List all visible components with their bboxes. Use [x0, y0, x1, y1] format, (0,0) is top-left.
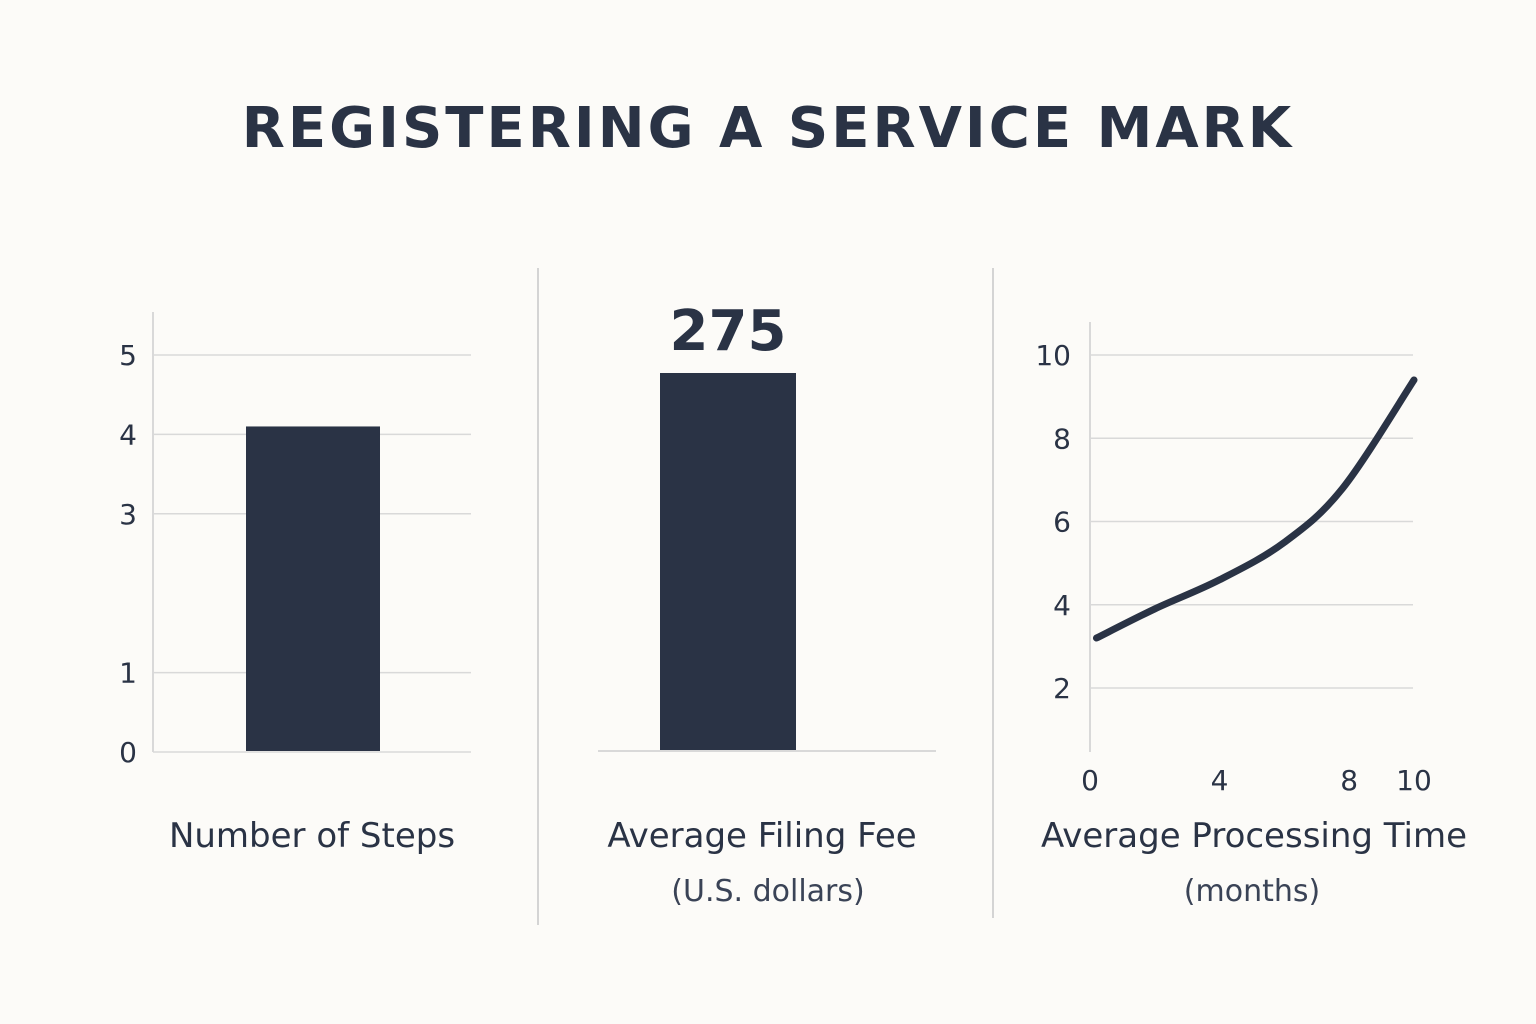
- y-tick-label: 3: [119, 498, 137, 531]
- fee-subcaption: (U.S. dollars): [671, 874, 864, 909]
- y-tick-label: 4: [119, 418, 137, 451]
- page-title: REGISTERING A SERVICE MARK: [241, 96, 1295, 161]
- fee-data-label: 275: [670, 299, 787, 364]
- bar: [246, 426, 380, 751]
- fee-caption: Average Filing Fee: [607, 816, 916, 856]
- fee-chart: 275 Average Filing Fee (U.S. dollars): [598, 299, 936, 909]
- y-tick-label: 4: [1053, 589, 1071, 622]
- y-tick-label: 8: [1053, 422, 1071, 455]
- time-caption: Average Processing Time: [1041, 816, 1467, 856]
- y-tick-label: 1: [119, 657, 137, 690]
- x-tick-label: 0: [1081, 764, 1099, 797]
- x-tick-label: 8: [1340, 764, 1358, 797]
- time-subcaption: (months): [1184, 874, 1320, 909]
- steps-chart: 0 1 3 4 5 Number of Steps: [119, 312, 471, 856]
- bar: [660, 373, 796, 750]
- processing-time-chart: 2 4 6 8 10 0 4 8 10 Average Processing Time (mo…: [1035, 322, 1467, 909]
- y-tick-label: 0: [119, 736, 137, 769]
- series-line: [1092, 376, 1418, 642]
- steps-caption: Number of Steps: [169, 816, 455, 856]
- y-tick-label: 10: [1035, 339, 1071, 372]
- x-tick-label: 10: [1396, 764, 1432, 797]
- y-tick-label: 2: [1053, 672, 1071, 705]
- y-tick-label: 5: [119, 339, 137, 372]
- x-tick-label: 4: [1211, 764, 1229, 797]
- y-tick-label: 6: [1053, 506, 1071, 539]
